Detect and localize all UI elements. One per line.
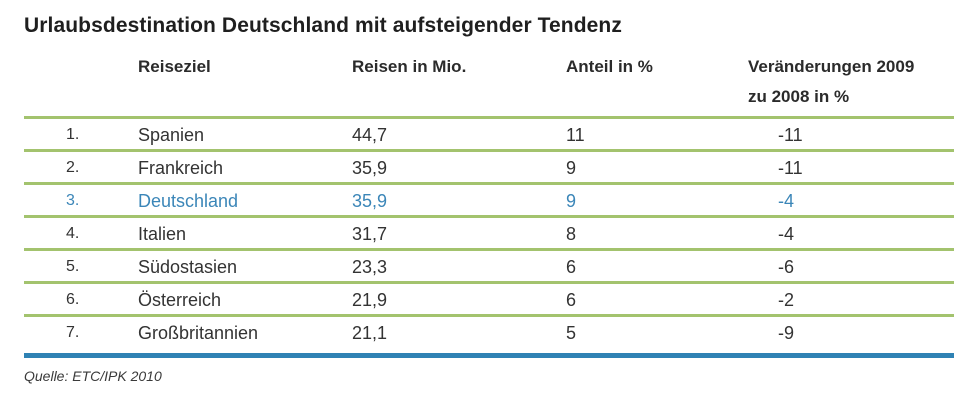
cell-trips: 21,9	[352, 290, 388, 310]
cell-destination: Italien	[138, 224, 187, 244]
table-row: 3. Deutschland 35,9 9 -4	[24, 182, 954, 215]
cell-share: 6	[566, 290, 577, 310]
cell-rank: 5.	[66, 258, 80, 275]
cell-share: 9	[566, 158, 577, 178]
chart-title: Urlaubsdestination Deutschland mit aufst…	[24, 14, 622, 37]
cell-trips: 21,1	[352, 323, 388, 343]
cell-destination: Südostasien	[138, 257, 238, 277]
cell-destination: Spanien	[138, 125, 205, 145]
header-trips: Reisen in Mio.	[352, 57, 467, 76]
cell-change: -9	[778, 323, 795, 343]
cell-change: -6	[778, 257, 795, 277]
cell-change: -4	[778, 191, 795, 211]
header-destination: Reiseziel	[138, 57, 211, 76]
table-row: 5. Südostasien 23,3 6 -6	[24, 248, 954, 281]
cell-rank: 7.	[66, 324, 80, 341]
cell-rank: 2.	[66, 159, 80, 176]
cell-trips: 23,3	[352, 257, 388, 277]
table-bottom-bar	[24, 353, 954, 358]
header-share: Anteil in %	[566, 57, 653, 76]
cell-rank: 4.	[66, 225, 80, 242]
cell-change: -4	[778, 224, 795, 244]
cell-destination: Großbritannien	[138, 323, 259, 343]
header-change-line1: Veränderungen 2009	[748, 57, 915, 76]
table-row: 2. Frankreich 35,9 9 -11	[24, 149, 954, 182]
table-row: 4. Italien 31,7 8 -4	[24, 215, 954, 248]
cell-trips: 35,9	[352, 191, 388, 211]
cell-share: 6	[566, 257, 577, 277]
cell-rank: 6.	[66, 291, 80, 308]
cell-trips: 44,7	[352, 125, 388, 145]
cell-share: 11	[566, 125, 585, 145]
cell-trips: 35,9	[352, 158, 388, 178]
table-row: 1. Spanien 44,7 11 -11	[24, 116, 954, 149]
table-row: 7. Großbritannien 21,1 5 -9	[24, 314, 954, 347]
cell-destination: Deutschland	[138, 191, 239, 211]
cell-rank: 1.	[66, 126, 80, 143]
cell-change: -11	[778, 158, 803, 178]
cell-share: 5	[566, 323, 577, 343]
table-body: 1. Spanien 44,7 11 -11 2. Frankreich 35,9 9 -11 3.…	[24, 116, 954, 347]
cell-destination: Frankreich	[138, 158, 224, 178]
cell-share: 9	[566, 191, 577, 211]
cell-trips: 31,7	[352, 224, 388, 244]
header-change: Veränderungen 2009 zu 2008 in %	[748, 52, 968, 112]
cell-rank: 3.	[66, 192, 80, 209]
table-row: 6. Österreich 21,9 6 -2	[24, 281, 954, 314]
cell-change: -11	[778, 125, 803, 145]
cell-share: 8	[566, 224, 577, 244]
cell-change: -2	[778, 290, 795, 310]
header-change-line2: zu 2008 in %	[748, 87, 850, 106]
source-note: Quelle: ETC/IPK 2010	[24, 368, 162, 384]
cell-destination: Österreich	[138, 290, 222, 310]
